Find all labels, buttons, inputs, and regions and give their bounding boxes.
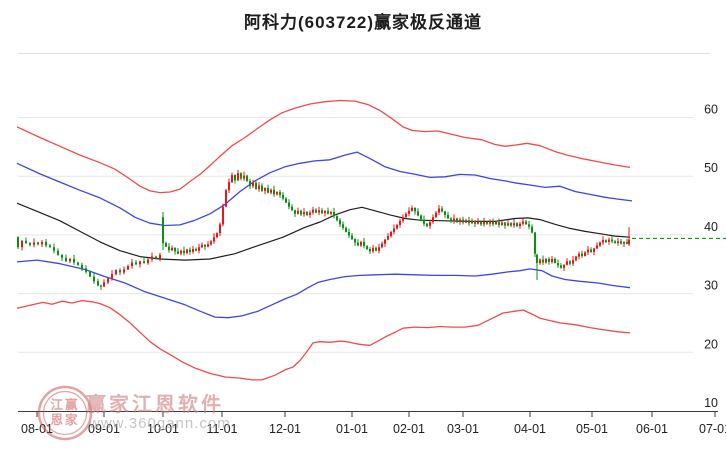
x-tick-label: 10-01 — [147, 422, 179, 436]
candlesticks — [17, 170, 630, 290]
x-tick-label: 01-01 — [336, 422, 368, 436]
x-axis: 08-01 09-01 10-01 11-01 12-01 01-01 02-01 03-01… — [18, 411, 726, 436]
chart-title: 阿科力(603722)赢家极反通道 — [243, 13, 483, 32]
channel-line-lower_blue — [16, 259, 631, 319]
channel-line-upper_extreme_red — [16, 99, 631, 194]
channel-line-upper_blue — [16, 151, 633, 227]
seal-characters: 江赢 — [50, 397, 79, 412]
x-tick-label: 03-01 — [447, 422, 479, 436]
y-tick-label: 60 — [704, 103, 718, 117]
watermark-url-text: www.360gann.com — [89, 415, 231, 432]
title-separator — [18, 53, 710, 54]
watermark-brand-text: 赢家江恩软件 — [86, 394, 224, 416]
y-axis-labels: 60 50 40 30 20 10 — [704, 103, 718, 411]
seal-characters: 恩家 — [50, 412, 79, 427]
y-tick-label: 50 — [704, 161, 718, 175]
channel-line-middle_black — [16, 202, 631, 261]
y-tick-label: 30 — [704, 279, 718, 293]
x-tick-label: 12-01 — [269, 422, 301, 436]
x-tick-label: 09-01 — [88, 422, 120, 436]
x-tick-label: 05-01 — [576, 422, 608, 436]
gridlines — [18, 117, 693, 353]
channel-lines — [16, 99, 633, 381]
x-tick-label: 06-01 — [636, 422, 668, 436]
y-tick-label: 20 — [704, 337, 718, 351]
x-tick-label: 04-01 — [514, 422, 546, 436]
x-tick-label: 11-01 — [206, 422, 237, 436]
x-tick-label: 02-01 — [393, 422, 425, 436]
y-tick-label: 40 — [704, 220, 718, 234]
x-tick-label: 08-01 — [21, 422, 53, 436]
y-tick-label: 10 — [704, 396, 718, 410]
x-tick-label: 07-01 — [699, 422, 726, 436]
channel-line-lower_red — [16, 299, 631, 381]
